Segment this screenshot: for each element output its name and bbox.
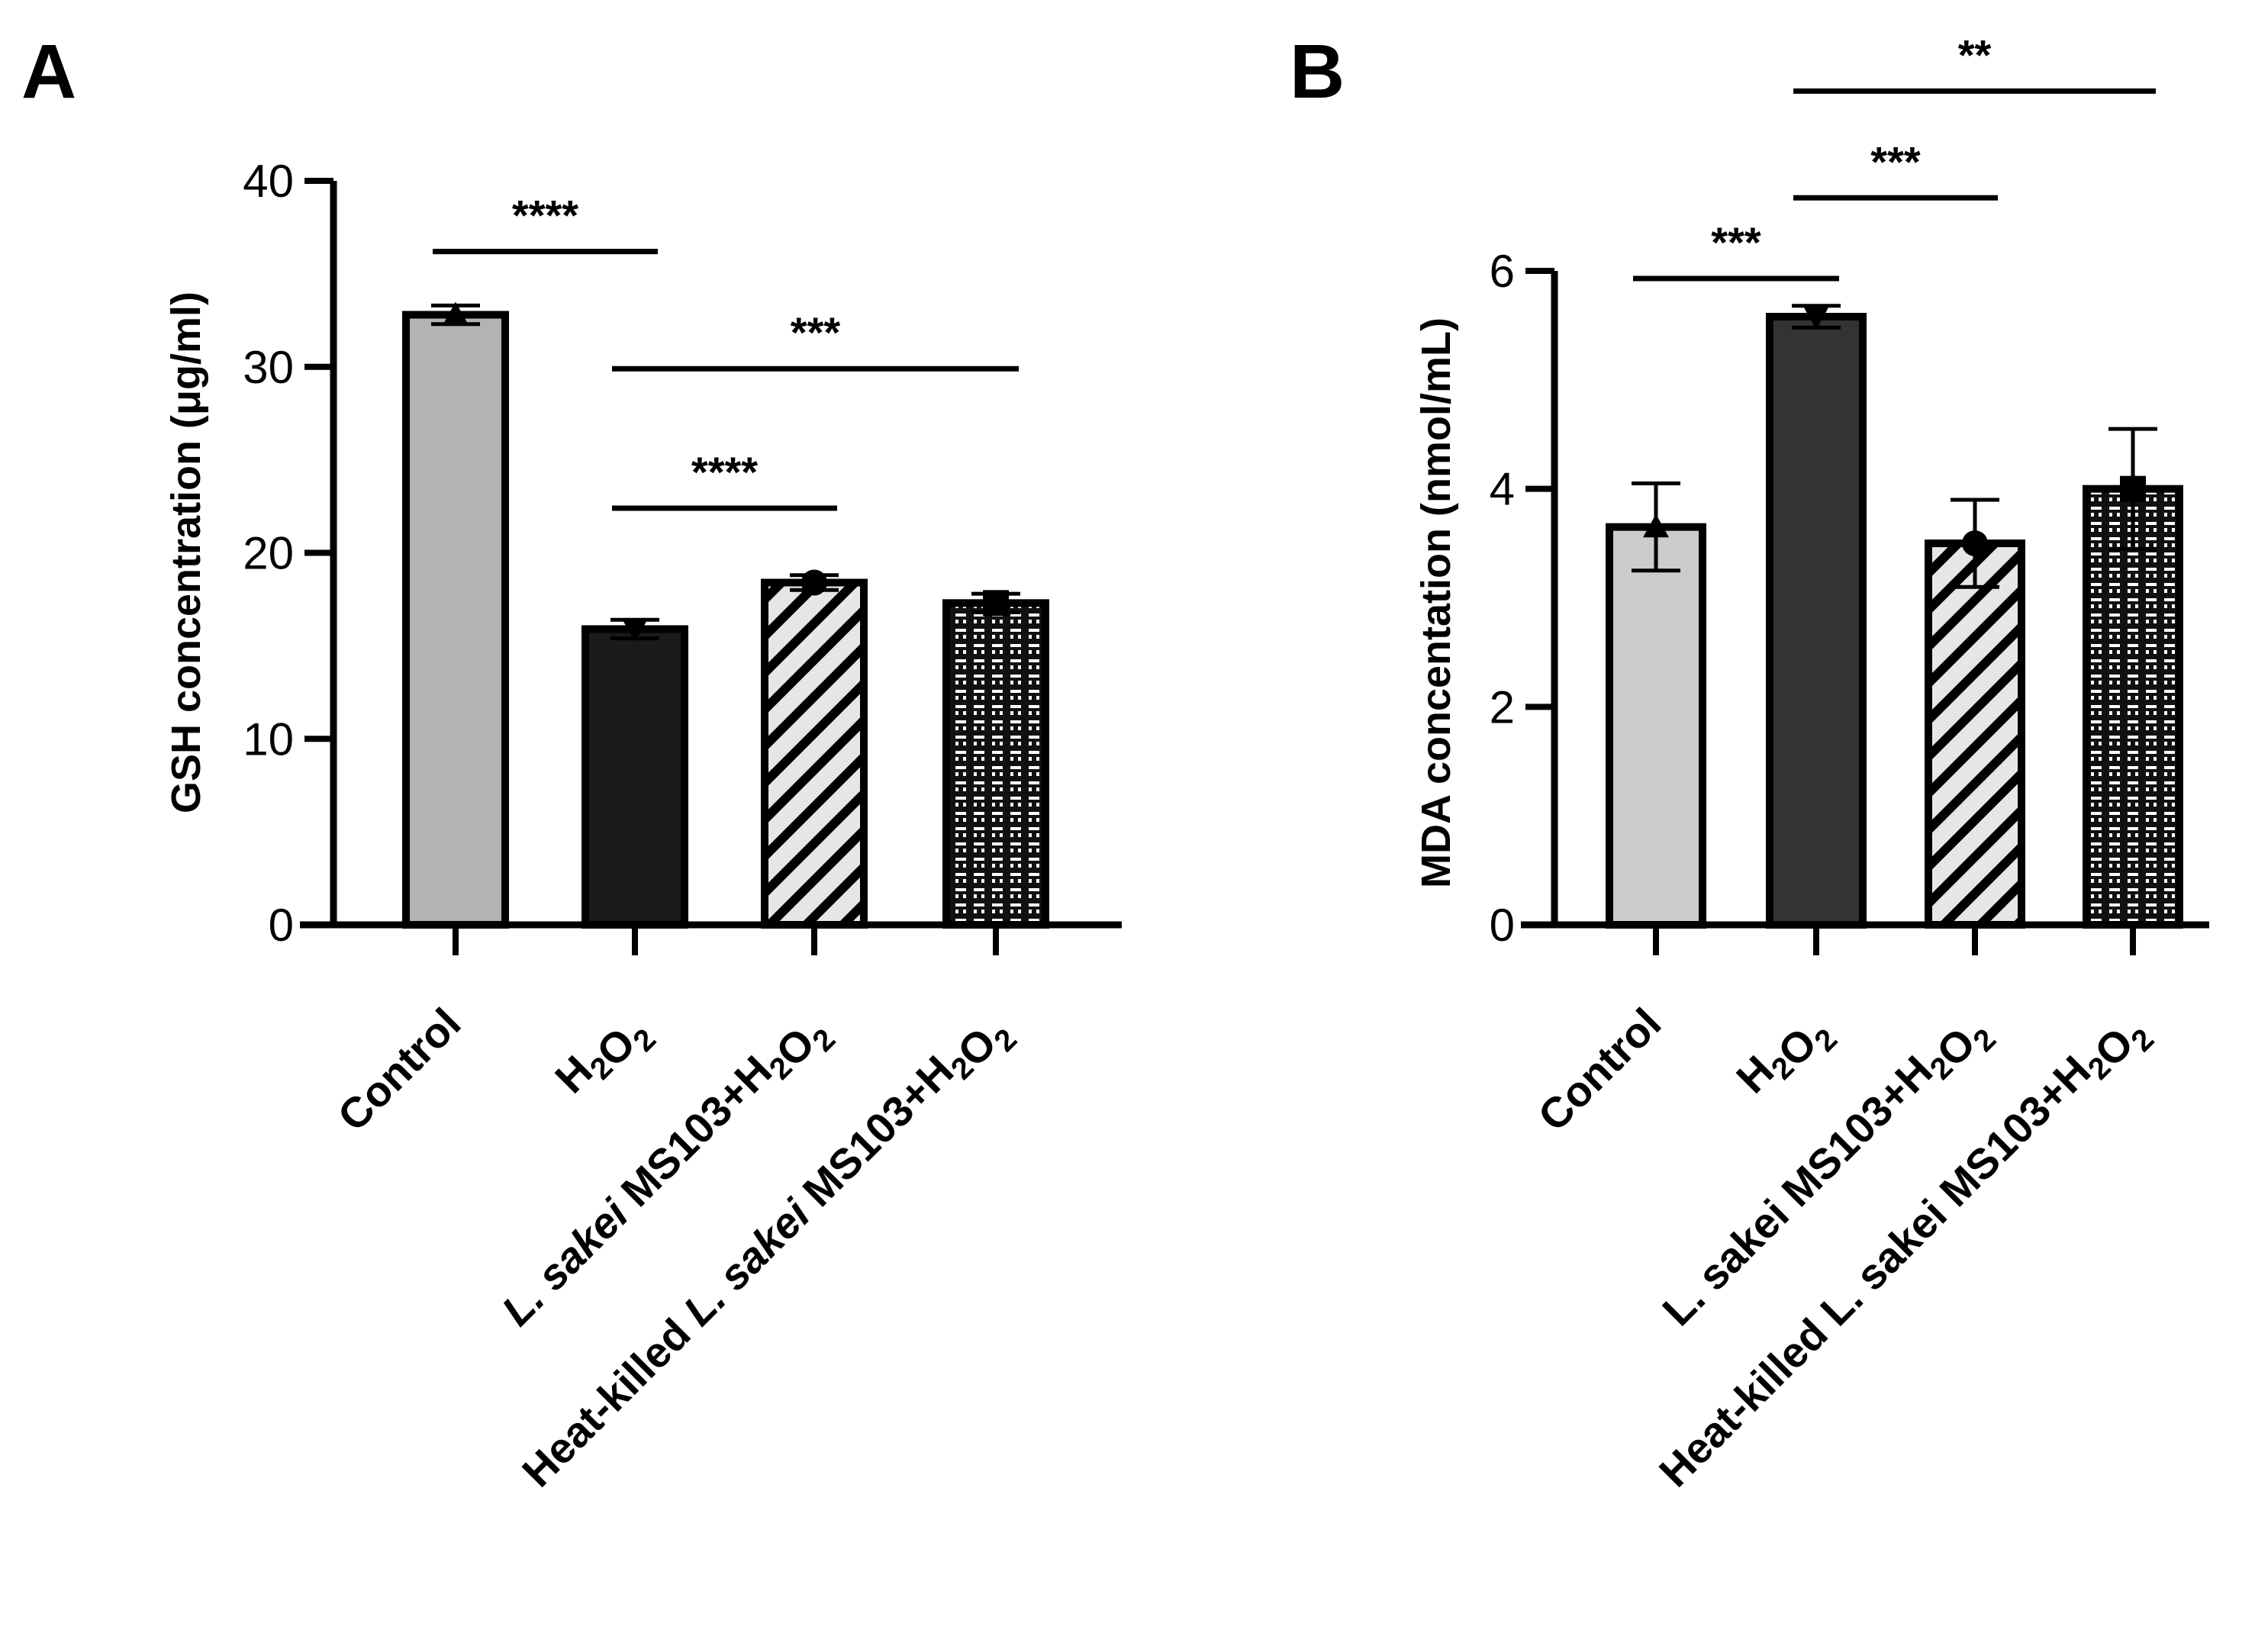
y-tick-label: 0 [1490,900,1515,951]
mean-marker [1803,306,1829,330]
mean-marker [801,569,827,596]
significance-label: *** [1711,218,1761,266]
mean-marker [622,618,648,642]
significance-label: *** [1870,137,1921,185]
mean-marker [1962,530,1988,557]
y-tick-label: 4 [1490,464,1515,515]
y-tick-label: 6 [1490,246,1515,297]
mean-marker [983,590,1009,617]
x-category-label: H2O2 [546,999,662,1116]
y-axis-title: GSH concentration (μg/ml) [163,291,209,813]
bar [581,625,688,929]
x-category-label: Control [1529,999,1670,1140]
y-tick-label: 2 [1490,681,1515,733]
bar [1606,523,1706,929]
y-tick-label: 20 [243,528,294,579]
x-category-label: H2O2 [1727,999,1844,1116]
mean-marker [2120,475,2146,502]
significance-label: **** [691,448,758,496]
y-tick-label: 0 [269,900,294,951]
y-tick-label: 40 [243,156,294,207]
mean-marker [443,301,469,326]
x-category-label: L. sakei MS103+H2O2 [492,999,842,1348]
significance-label: ** [1958,31,1992,79]
bar [1925,539,2025,929]
mean-marker [1643,514,1669,538]
y-tick-label: 30 [243,342,294,393]
bar [761,578,868,929]
significance-label: *** [791,308,841,356]
panel-label-a: A [21,29,76,114]
x-category-label: Control [328,999,469,1140]
bar [402,311,509,929]
significance-label: **** [512,192,578,240]
bar [2083,485,2183,929]
y-tick-label: 10 [243,713,294,765]
y-axis-title: MDA concentation (nmol/mL) [1413,317,1459,888]
bar [942,599,1049,929]
panel-label-b: B [1290,29,1345,114]
bar [1766,312,1867,929]
